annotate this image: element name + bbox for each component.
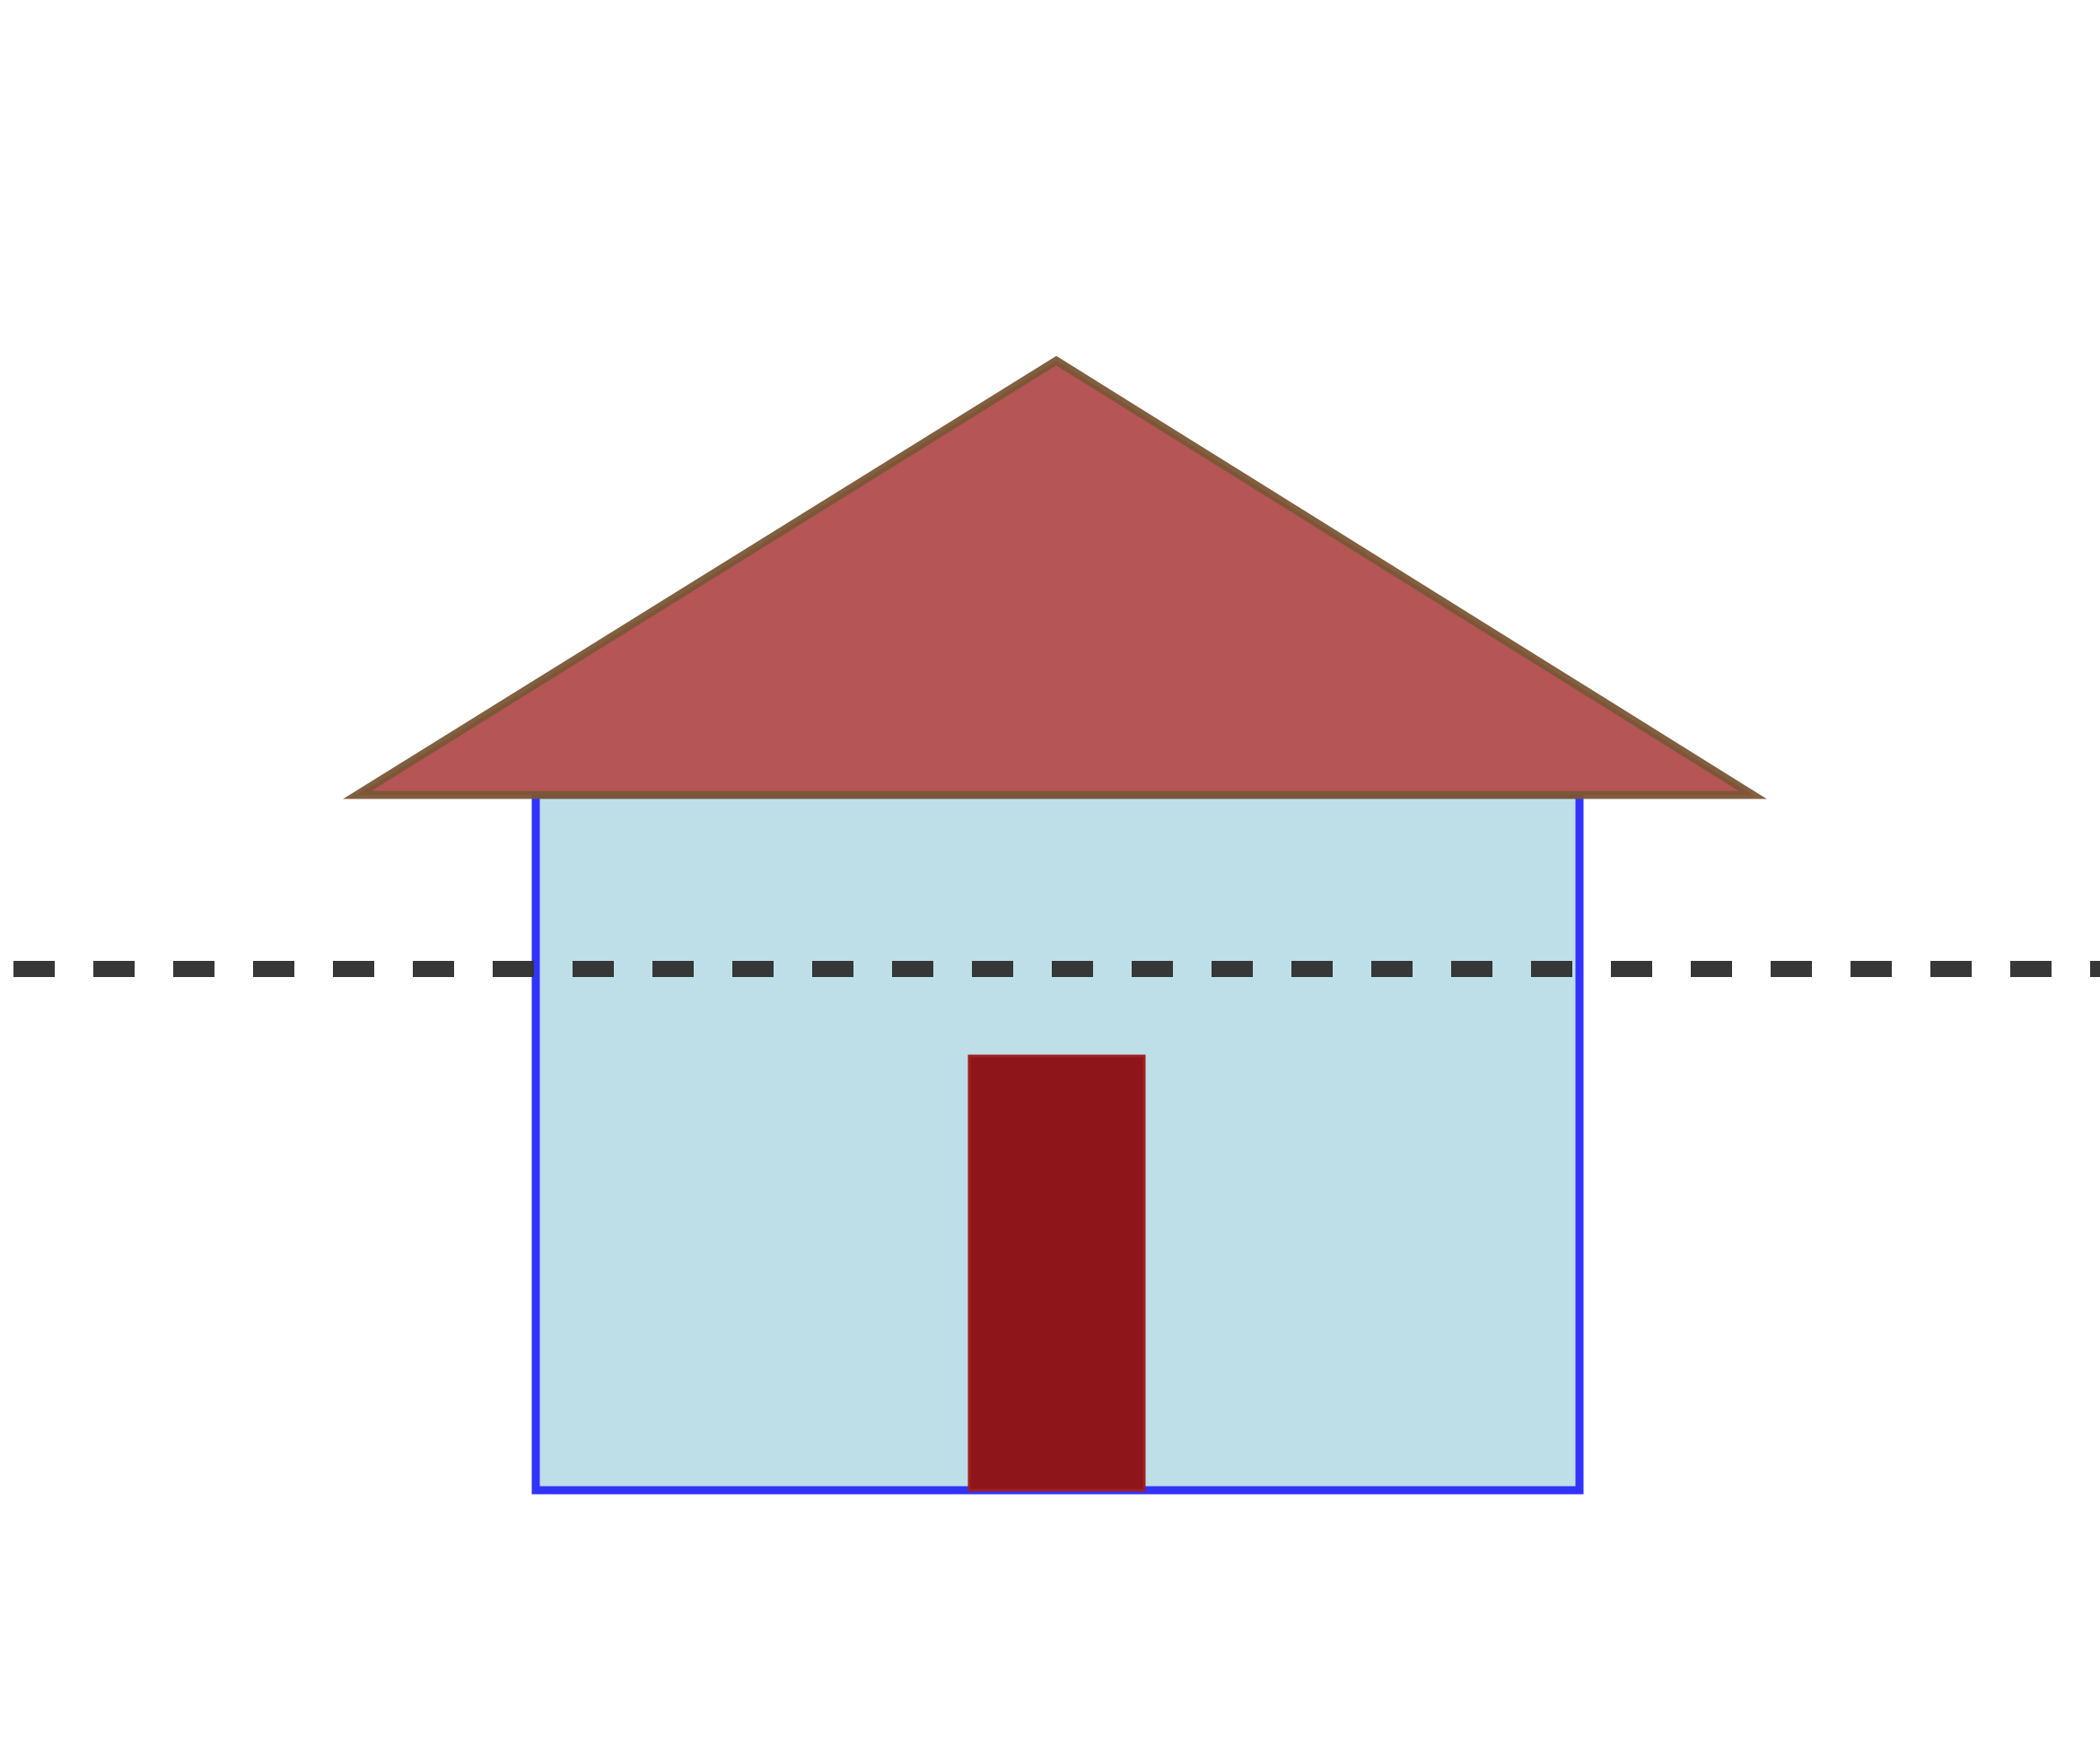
house-roof xyxy=(343,355,1767,799)
house-door xyxy=(967,1054,1146,1492)
